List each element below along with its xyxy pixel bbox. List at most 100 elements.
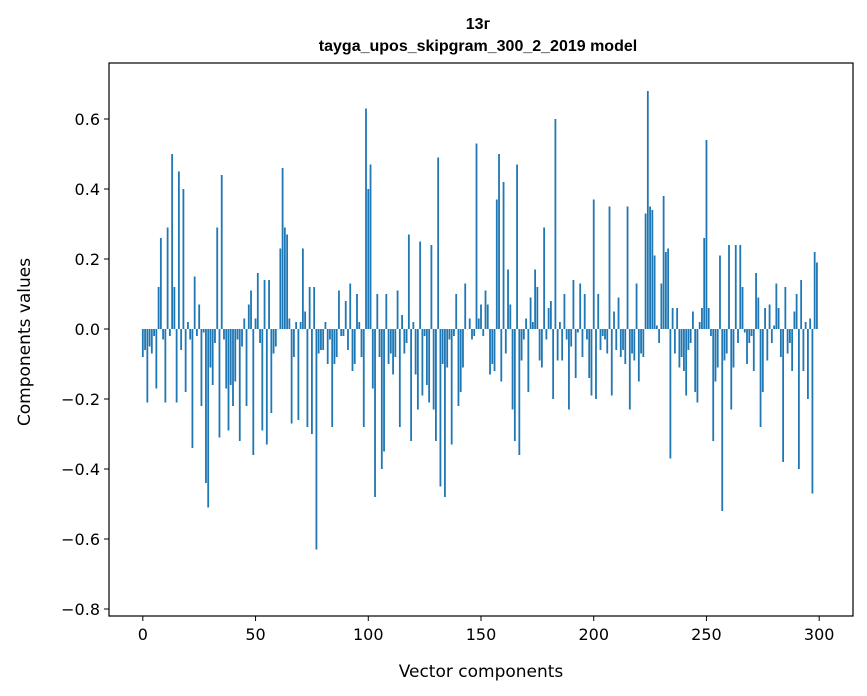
bar — [710, 329, 712, 336]
bar — [324, 322, 327, 329]
bar — [525, 318, 527, 329]
y-tick-label: −0.6 — [61, 530, 100, 549]
bar — [396, 290, 399, 329]
bar — [649, 206, 651, 329]
bar — [570, 329, 573, 347]
bar — [617, 297, 620, 329]
bar — [502, 182, 505, 329]
bar — [358, 322, 361, 329]
bar — [660, 283, 663, 329]
bar — [428, 329, 431, 403]
bar — [234, 329, 237, 382]
bar — [146, 329, 149, 403]
bar — [595, 329, 597, 399]
bar — [590, 329, 593, 396]
bar — [701, 308, 703, 329]
bar — [205, 329, 207, 483]
bar — [207, 329, 210, 508]
bar — [793, 311, 796, 329]
bar — [766, 329, 769, 361]
bar — [374, 329, 376, 497]
bar — [322, 329, 325, 350]
bar — [259, 329, 261, 343]
bar — [430, 245, 433, 329]
bar — [243, 318, 246, 329]
bar — [507, 269, 509, 329]
bar — [784, 287, 787, 329]
bar — [369, 164, 372, 329]
bar — [229, 329, 232, 385]
bar — [586, 329, 588, 340]
bar — [730, 329, 733, 410]
bar — [721, 329, 724, 511]
bar — [455, 294, 458, 329]
bar — [489, 329, 491, 375]
chart-subtitle: tayga_upos_skipgram_300_2_2019 model — [319, 38, 637, 55]
bar — [198, 304, 201, 329]
bar — [493, 329, 496, 371]
bar — [462, 329, 464, 368]
bar — [768, 304, 771, 329]
bar — [692, 311, 694, 329]
bar — [164, 329, 167, 403]
bar — [392, 329, 394, 375]
bar — [662, 196, 665, 329]
bar — [173, 287, 176, 329]
bar — [299, 322, 302, 329]
bar — [500, 329, 503, 382]
bar — [606, 329, 609, 354]
bar — [270, 329, 273, 413]
bar — [383, 329, 385, 452]
bar — [707, 308, 710, 329]
bar — [297, 329, 300, 420]
bar — [335, 329, 338, 357]
bar — [317, 329, 320, 354]
bar — [676, 308, 679, 329]
bar — [236, 329, 239, 340]
bar — [331, 329, 334, 427]
bar — [498, 154, 500, 329]
bar — [804, 322, 807, 329]
bar — [308, 287, 311, 329]
bar — [613, 311, 615, 329]
bar — [141, 329, 144, 357]
bar — [642, 329, 645, 357]
bar — [349, 283, 352, 329]
bar — [604, 329, 606, 340]
bar — [342, 329, 345, 336]
bar — [480, 304, 482, 329]
bar — [610, 329, 613, 396]
x-tick-label: 200 — [578, 625, 609, 644]
bar — [509, 304, 512, 329]
bar — [256, 273, 259, 329]
bar — [486, 304, 489, 329]
bar — [311, 329, 313, 434]
bar — [394, 329, 397, 357]
bar — [761, 329, 764, 392]
bar — [559, 322, 561, 329]
bar — [689, 329, 692, 343]
chart-title: 13г — [466, 16, 491, 33]
y-tick-label: 0.0 — [75, 320, 100, 339]
bar — [673, 329, 676, 354]
bar — [191, 329, 194, 448]
bar — [200, 329, 203, 406]
bar — [597, 294, 600, 329]
bar — [565, 329, 568, 340]
bar — [703, 238, 706, 329]
x-tick-label: 100 — [353, 625, 384, 644]
bar — [678, 329, 681, 368]
bar — [750, 329, 753, 336]
bar — [712, 329, 715, 441]
bar — [365, 108, 367, 329]
bar — [338, 290, 340, 329]
bar — [540, 329, 543, 368]
bar — [664, 252, 667, 329]
bar — [407, 234, 410, 329]
bar — [315, 329, 318, 550]
bar — [196, 329, 198, 336]
bar — [527, 329, 530, 392]
bar — [716, 329, 719, 368]
bar — [380, 329, 383, 469]
bar — [329, 329, 331, 340]
